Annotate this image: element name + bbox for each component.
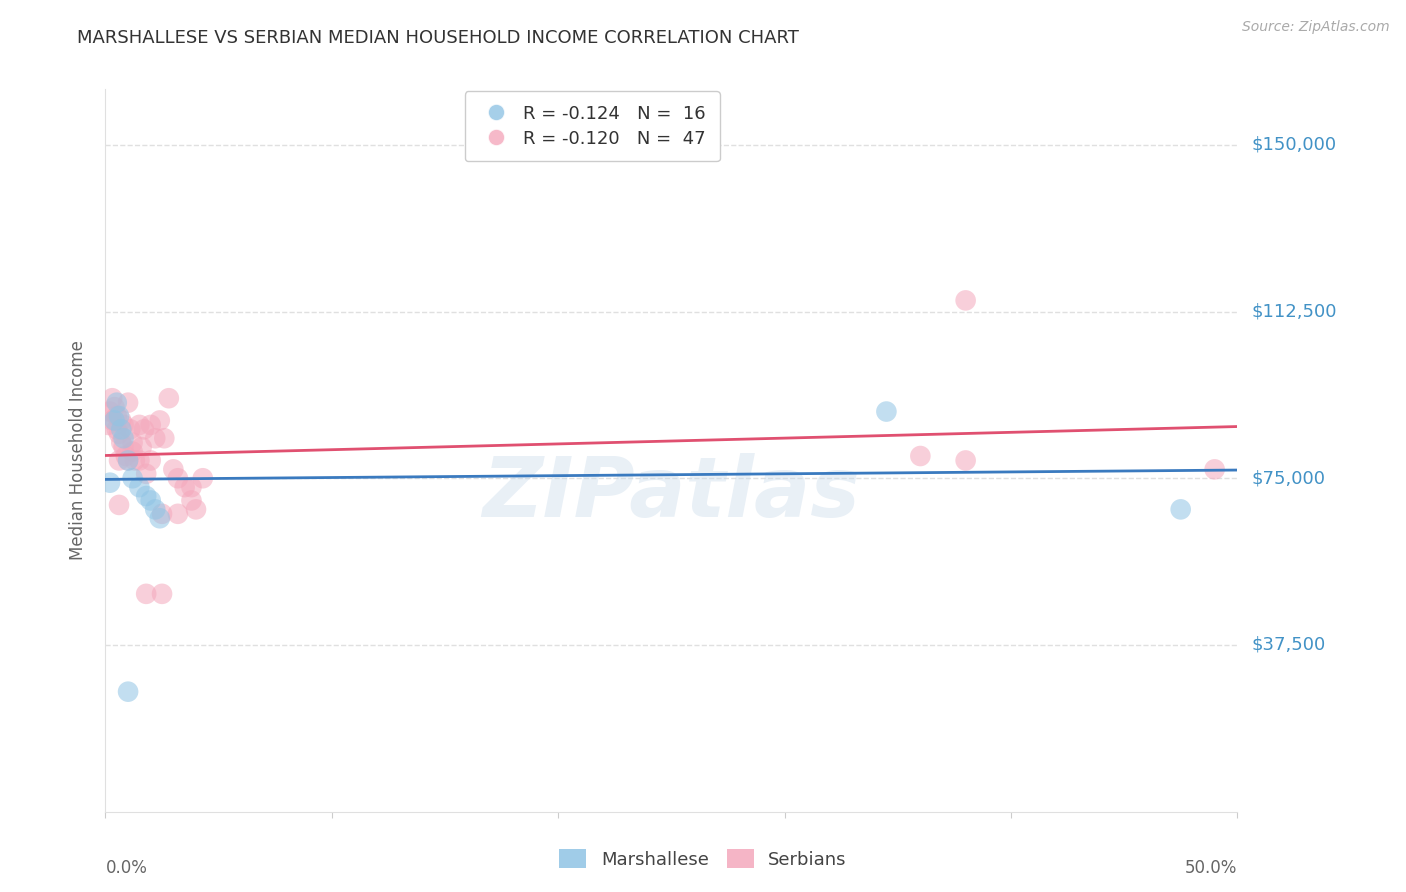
Text: $75,000: $75,000 [1251, 469, 1326, 487]
Text: 0.0%: 0.0% [105, 859, 148, 877]
Point [110, 413, 132, 427]
Point [120, 422, 142, 436]
Point [167, 507, 190, 521]
Point [105, 422, 128, 436]
Point [128, 480, 150, 494]
Point [132, 422, 155, 436]
Point [150, 507, 173, 521]
Point [105, 409, 128, 423]
Point [149, 511, 172, 525]
Point [97, 417, 120, 432]
Point [108, 453, 131, 467]
Point [135, 489, 157, 503]
Point [128, 453, 150, 467]
Point [103, 413, 125, 427]
Point [117, 395, 139, 409]
Point [124, 453, 146, 467]
Point [128, 417, 150, 432]
Point [103, 400, 125, 414]
Text: MARSHALLESE VS SERBIAN MEDIAN HOUSEHOLD INCOME CORRELATION CHART: MARSHALLESE VS SERBIAN MEDIAN HOUSEHOLD … [77, 29, 799, 46]
Text: $112,500: $112,500 [1251, 302, 1337, 320]
Point [149, 413, 172, 427]
Point [143, 502, 166, 516]
Point [875, 404, 897, 418]
Point [121, 444, 143, 458]
Point [108, 426, 131, 441]
Legend: Marshallese, Serbians: Marshallese, Serbians [553, 842, 853, 876]
Point [153, 431, 176, 445]
Point [139, 417, 162, 432]
Text: ZIPatlas: ZIPatlas [482, 453, 860, 534]
Y-axis label: Median Household Income: Median Household Income [69, 341, 87, 560]
Point [135, 467, 157, 481]
Point [1170, 502, 1192, 516]
Point [114, 449, 136, 463]
Point [150, 587, 173, 601]
Point [121, 471, 143, 485]
Point [180, 493, 202, 508]
Point [139, 453, 162, 467]
Point [98, 475, 121, 490]
Text: Source: ZipAtlas.com: Source: ZipAtlas.com [1241, 20, 1389, 34]
Point [191, 471, 214, 485]
Point [910, 449, 932, 463]
Point [131, 440, 153, 454]
Point [955, 293, 977, 308]
Point [112, 417, 135, 432]
Point [105, 395, 128, 409]
Point [117, 684, 139, 698]
Text: 50.0%: 50.0% [1185, 859, 1237, 877]
Point [143, 431, 166, 445]
Point [121, 435, 143, 450]
Point [108, 409, 131, 423]
Point [101, 413, 124, 427]
Point [167, 471, 190, 485]
Point [180, 480, 202, 494]
Point [135, 587, 157, 601]
Point [162, 462, 184, 476]
Point [117, 453, 139, 467]
Point [108, 498, 131, 512]
Point [139, 493, 162, 508]
Point [184, 502, 207, 516]
Text: $150,000: $150,000 [1251, 136, 1336, 153]
Point [112, 440, 135, 454]
Point [955, 453, 977, 467]
Point [157, 391, 180, 405]
Point [117, 453, 139, 467]
Point [1204, 462, 1226, 476]
Legend: R = -0.124   N =  16, R = -0.120   N =  47: R = -0.124 N = 16, R = -0.120 N = 47 [465, 91, 720, 161]
Point [173, 480, 195, 494]
Point [101, 391, 124, 405]
Point [110, 422, 132, 436]
Point [110, 435, 132, 450]
Point [112, 431, 135, 445]
Text: $37,500: $37,500 [1251, 636, 1326, 654]
Point [98, 404, 121, 418]
